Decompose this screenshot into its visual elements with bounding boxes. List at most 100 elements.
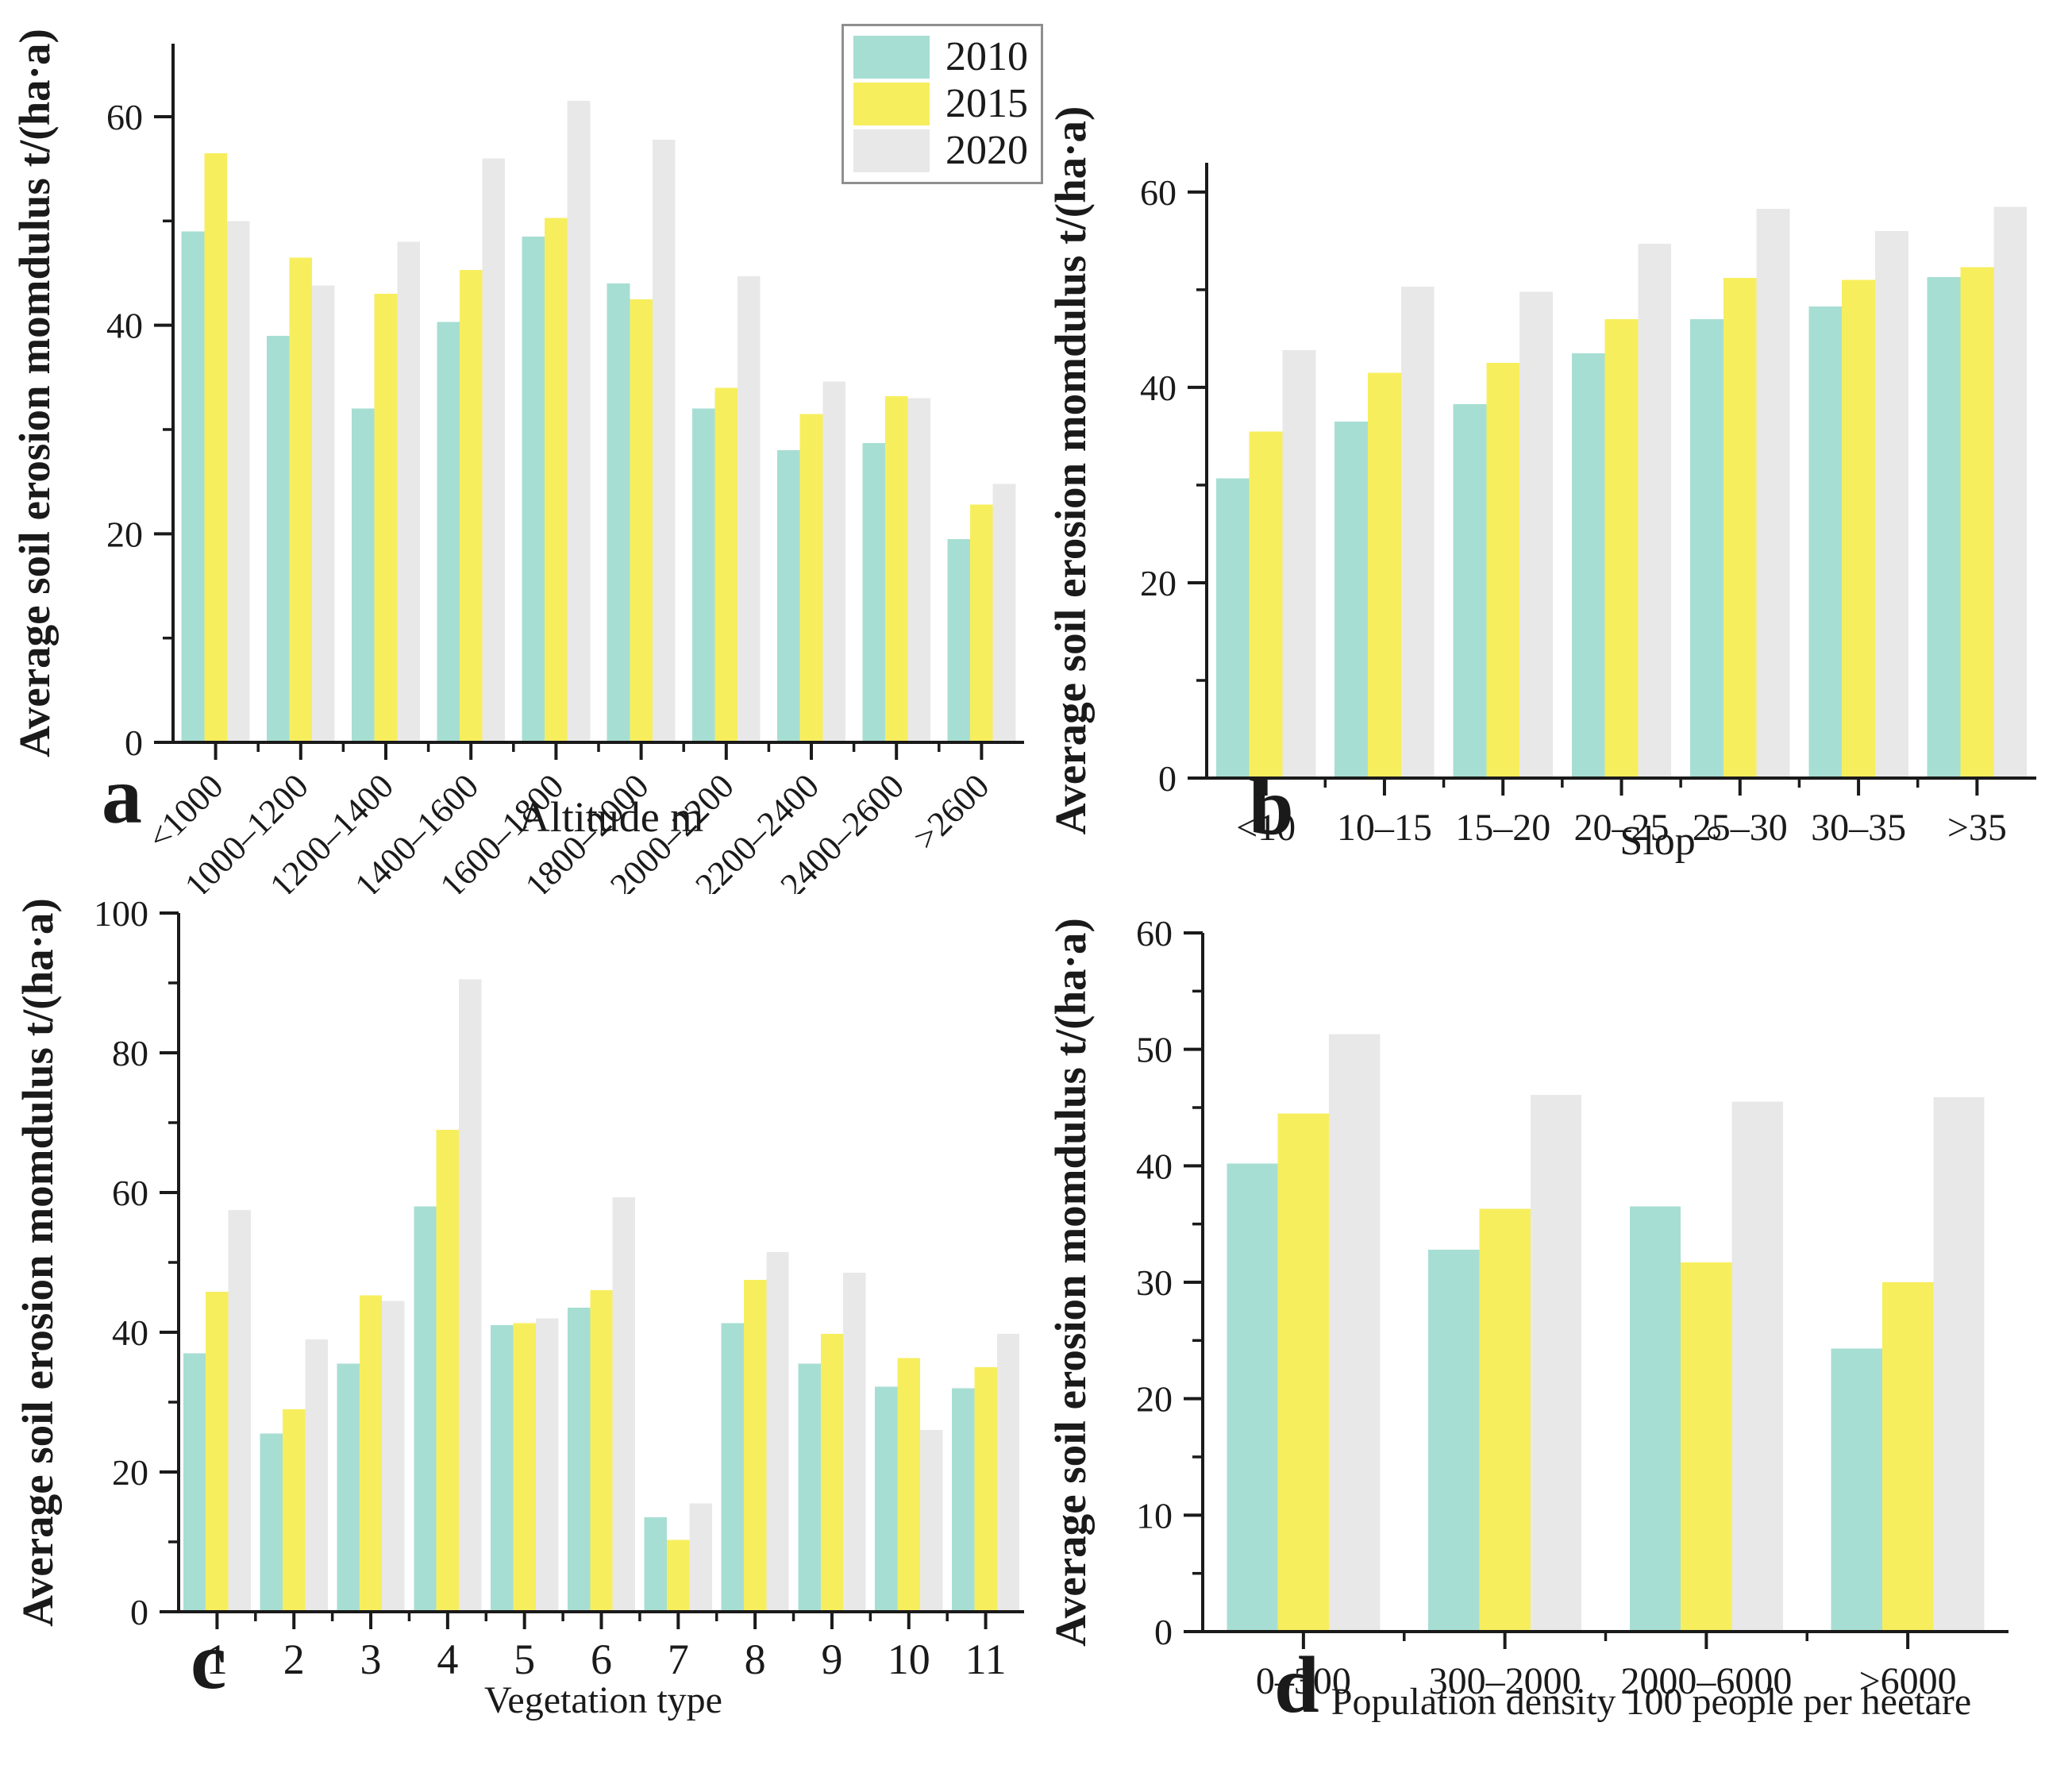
bar-b-25–30-2010 [1690, 318, 1723, 778]
bar-b-15–20-2020 [1519, 291, 1553, 778]
bar-b-30–35-2015 [1842, 279, 1875, 779]
panel-a: 0 20 40 60 <1000 1000–1200 1200–1400 1400–1600 1… [0, 0, 1043, 894]
x-tick-label: 10–15 [1337, 807, 1432, 849]
bar-d-300–2000-2020 [1530, 1094, 1582, 1632]
bar-b-25–30-2020 [1756, 208, 1790, 778]
x-tick-label: 9 [821, 1636, 842, 1683]
bar-b-20–25-2015 [1604, 318, 1639, 778]
bar-b-<10-2010 [1215, 478, 1250, 778]
chart-d-population: 0 10 20 30 40 50 60 0–300 300–2000 2000–6000 >6000… [1046, 913, 2008, 1702]
x-tick-label: <10 [1236, 807, 1296, 849]
bar-a-2200–2400-2015 [799, 414, 823, 742]
bar-b->35-2020 [1993, 206, 2028, 778]
bar-a->2600-2015 [970, 504, 993, 742]
legend-label-2020: 2020 [945, 128, 1028, 174]
y-tick-label: 20 [1140, 563, 1177, 603]
y-tick-label: 40 [112, 1312, 148, 1353]
panel-c: 0 20 40 60 80 100 1 2 3 4 5 6 7 8 9 10 11 Average soil er… [0, 894, 1036, 1788]
x-tick-label: 7 [668, 1636, 689, 1683]
legend-swatch-2015 [853, 82, 930, 125]
x-tick-label: 8 [745, 1636, 766, 1683]
bar-b-<10-2020 [1282, 350, 1316, 778]
bar-a-1400–1600-2015 [459, 270, 483, 743]
y-tick-label: 60 [112, 1173, 148, 1213]
y-tick-label: 0 [130, 1592, 148, 1632]
bar-c-3-2010 [337, 1363, 360, 1612]
chart-c-vegetation: 0 20 40 60 80 100 1 2 3 4 5 6 7 8 9 10 11 Average soil er… [13, 894, 1024, 1683]
bar-a-1400–1600-2010 [437, 322, 460, 743]
bar-c-10-2015 [897, 1358, 920, 1612]
x-tick-label: 10 [888, 1636, 930, 1683]
x-tick-label: 300–2000 [1429, 1660, 1581, 1702]
y-tick-label: 20 [112, 1452, 148, 1493]
legend-label-2010: 2010 [945, 34, 1028, 79]
y-tick-label: 0 [1158, 758, 1177, 799]
bar-a-2400–2600-2015 [884, 395, 908, 742]
legend-label-2015: 2015 [945, 81, 1028, 127]
bar-a-2200–2400-2020 [822, 381, 845, 742]
panel-letter-d: d [1274, 1640, 1319, 1730]
panel-letter-c: c [191, 1617, 227, 1706]
y-tick-label: 0 [125, 723, 143, 763]
bar-a->2600-2020 [992, 484, 1016, 742]
bar-c-5-2020 [535, 1318, 559, 1612]
bar-d->6000-2020 [1933, 1096, 1985, 1632]
legend: 2010 2015 2020 [842, 24, 1043, 184]
bar-c-8-2010 [721, 1323, 744, 1612]
bar-b-20–25-2010 [1571, 353, 1605, 778]
bar-d-2000–6000-2020 [1731, 1101, 1783, 1632]
y-tick-label: 60 [1140, 172, 1177, 213]
y-tick-label: 10 [1136, 1495, 1173, 1536]
bar-a-<1000-2010 [181, 231, 205, 742]
bar-a-1000–1200-2010 [266, 335, 290, 742]
bar-c-7-2010 [644, 1517, 668, 1612]
panel-letter-b: b [1249, 762, 1294, 852]
bar-c-4-2010 [414, 1206, 437, 1612]
bar-a-1800–2000-2010 [607, 283, 630, 742]
bar-d-2000–6000-2015 [1681, 1262, 1732, 1632]
y-tick-label: 100 [94, 894, 148, 934]
bar-a-1600–1800-2015 [545, 218, 568, 743]
x-tick-label: 25–30 [1693, 807, 1788, 849]
bar-d->6000-2010 [1831, 1348, 1882, 1632]
bar-c-8-2020 [766, 1251, 789, 1612]
y-axis-title: Average soil erosion momdulus t/(ha·a) [1046, 106, 1095, 835]
bar-d-0–300-2020 [1329, 1034, 1381, 1632]
legend-swatch-2010 [853, 35, 930, 79]
bar-c-2-2010 [260, 1433, 283, 1612]
y-tick-label: 40 [1136, 1146, 1173, 1186]
bar-d-0–300-2015 [1277, 1113, 1330, 1632]
x-axis-title-altitude: Altitude m [518, 793, 704, 841]
bar-c-5-2010 [491, 1325, 514, 1612]
y-tick-label: 20 [1136, 1379, 1173, 1420]
x-tick-label: 20–25 [1574, 807, 1670, 849]
bar-d-0–300-2010 [1227, 1163, 1278, 1632]
legend-row-2010: 2010 [853, 34, 1028, 79]
bar-b-<10-2015 [1249, 431, 1283, 778]
bar-b-10–15-2020 [1400, 287, 1435, 778]
x-tick-label: 5 [514, 1636, 535, 1683]
bar-d-300–2000-2015 [1479, 1208, 1531, 1632]
bar-a-<1000-2015 [204, 152, 227, 742]
x-tick-label: 2 [283, 1636, 305, 1683]
bar-c-3-2020 [382, 1301, 405, 1612]
x-tick-label: 30–35 [1811, 807, 1906, 849]
x-tick-label: 3 [360, 1636, 382, 1683]
bar-c-2-2015 [283, 1408, 306, 1612]
bar-c-1-2015 [206, 1291, 229, 1612]
bar-a-1200–1400-2010 [352, 408, 375, 742]
chart-b-slope: 0 20 40 60 <10 10–15 15–20 20–25 25–30 30–35 >35 Av… [1046, 106, 2036, 849]
legend-row-2015: 2015 [853, 81, 1028, 126]
bar-c-1-2010 [183, 1353, 206, 1612]
bar-c-4-2015 [436, 1129, 460, 1612]
bar-b-20–25-2020 [1638, 244, 1672, 779]
bar-c-10-2010 [875, 1386, 898, 1612]
bar-a-2400–2600-2010 [862, 443, 885, 742]
bar-c-8-2015 [743, 1280, 767, 1612]
y-tick-label: 40 [106, 306, 143, 346]
bar-c-10-2020 [919, 1430, 943, 1612]
bar-c-6-2010 [567, 1308, 591, 1612]
y-axis-title: Average soil erosion momdulus t/(ha·a) [1046, 918, 1095, 1647]
bar-b-10–15-2010 [1334, 421, 1369, 778]
